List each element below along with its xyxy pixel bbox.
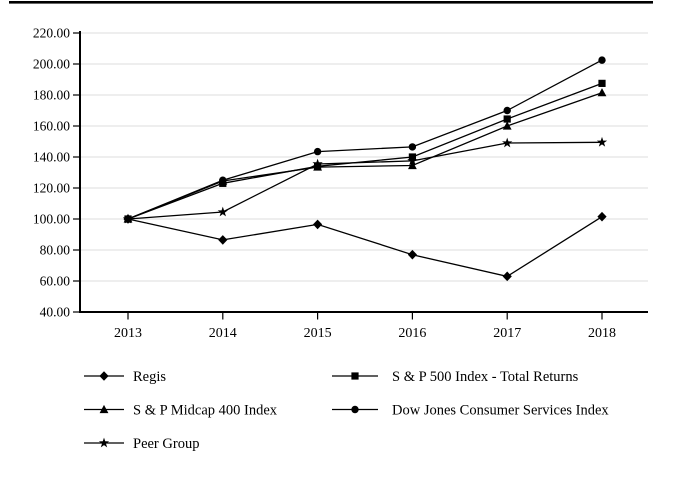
legend-item-dow-jones-consumer-services-index: Dow Jones Consumer Services Index [332, 402, 609, 418]
legend-label: S & P Midcap 400 Index [133, 402, 278, 418]
series-marker-triangle [597, 88, 607, 97]
series-marker-circle [408, 143, 417, 151]
series-line-s-p-midcap-400-index [127, 92, 603, 220]
series-peer-group [122, 136, 608, 224]
legend-item-s-p-midcap-400-index: S & P Midcap 400 Index [84, 402, 278, 418]
legend-marker-square [351, 372, 359, 380]
series-marker-star [502, 137, 513, 148]
x-tick-label: 2016 [398, 326, 426, 341]
series-marker-circle [313, 147, 322, 156]
x-tick-label: 2013 [114, 326, 142, 341]
series-marker-circle [503, 106, 511, 115]
series-marker-star [407, 155, 418, 166]
series-line-peer-group [127, 141, 603, 220]
series-marker-square [598, 79, 606, 87]
series-marker-square [503, 115, 511, 123]
top-border-rule [9, 1, 653, 4]
series-marker-diamond [313, 219, 323, 230]
legend-item-peer-group: Peer Group [84, 436, 199, 452]
series-regis [123, 211, 607, 282]
x-tick-label: 2014 [209, 326, 237, 341]
series-marker-circle [598, 56, 606, 64]
series-marker-diamond [218, 235, 228, 245]
series-line-s-p-500-index-total-returns [127, 82, 603, 220]
x-tick-label: 2015 [304, 326, 332, 341]
series-marker-triangle [502, 121, 512, 130]
series-marker-star [217, 206, 228, 217]
series-marker-diamond [502, 271, 512, 282]
series-marker-star [312, 158, 323, 169]
y-tick-label: 160.00 [33, 119, 70, 134]
series-dow-jones-consumer-services-index [124, 56, 606, 223]
y-tick-label: 60.00 [40, 274, 71, 289]
series-marker-circle [219, 176, 227, 184]
legend-marker-circle [351, 405, 359, 414]
legend-label: Dow Jones Consumer Services Index [392, 402, 609, 418]
x-tick-label: 2017 [493, 326, 521, 341]
legend-label: Peer Group [133, 436, 199, 452]
y-tick-label: 120.00 [33, 181, 70, 196]
legend-label: Regis [133, 369, 166, 385]
series-line-regis [127, 216, 603, 278]
series-marker-triangle [408, 160, 417, 170]
legend-label: S & P 500 Index - Total Returns [392, 369, 579, 385]
legend-marker-diamond [99, 371, 109, 381]
y-tick-label: 140.00 [33, 150, 70, 165]
legend-item-regis: Regis [84, 369, 166, 385]
series-marker-diamond [597, 211, 607, 222]
y-tick-label: 80.00 [40, 243, 71, 258]
x-tick-label: 2018 [588, 326, 616, 341]
series-marker-star [122, 213, 134, 224]
y-tick-label: 40.00 [40, 305, 71, 320]
y-tick-label: 200.00 [33, 57, 70, 72]
series-marker-diamond [407, 249, 417, 260]
legend-marker-triangle [99, 404, 109, 414]
y-tick-label: 100.00 [33, 212, 70, 227]
series-marker-star [596, 136, 608, 147]
series-line-dow-jones-consumer-services-index [127, 59, 603, 220]
y-tick-label: 220.00 [33, 26, 70, 41]
series-marker-triangle [313, 162, 322, 171]
legend-item-s-p-500-index-total-returns: S & P 500 Index - Total Returns [332, 369, 579, 385]
legend-marker-star [98, 437, 110, 448]
y-tick-label: 180.00 [33, 88, 70, 103]
series-s-p-500-index-total-returns [124, 79, 606, 223]
